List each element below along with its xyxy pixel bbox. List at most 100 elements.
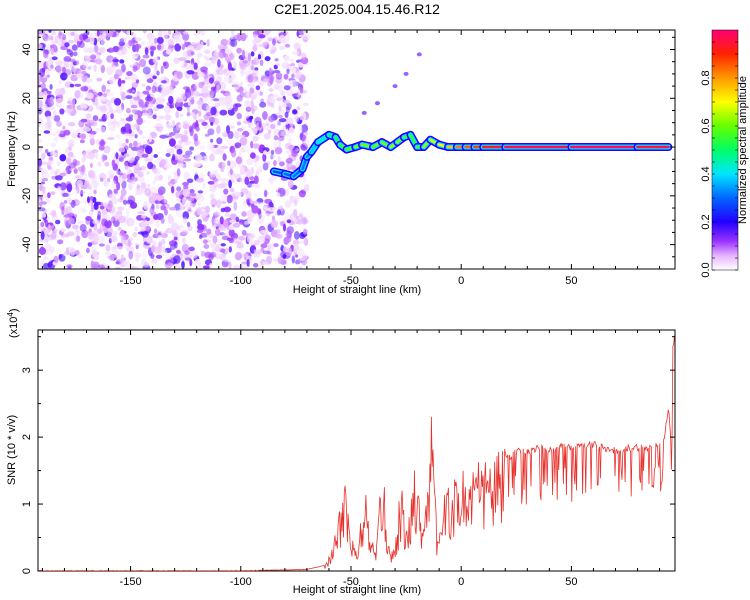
noise-blob [110, 216, 116, 224]
noise-blob [179, 113, 184, 117]
noise-blob [218, 49, 226, 59]
noise-blob [228, 77, 234, 85]
noise-blob [282, 254, 287, 259]
noise-blob [215, 102, 221, 108]
noise-blob [295, 70, 302, 79]
noise-blob [59, 201, 65, 211]
noise-blob [151, 258, 158, 264]
noise-blob [81, 156, 86, 163]
noise-blob [286, 219, 292, 223]
noise-blob [199, 53, 204, 57]
noise-blob [209, 143, 215, 152]
noise-blob [303, 30, 308, 33]
noise-blob [121, 46, 127, 55]
noise-blob [250, 152, 256, 159]
noise-blob [220, 145, 229, 149]
noise-blob [198, 145, 206, 151]
noise-blob [96, 30, 100, 37]
noise-blob [183, 40, 188, 47]
noise-blob [190, 99, 195, 105]
noise-blob [267, 129, 272, 135]
noise-blob [230, 34, 237, 41]
noise-blob [60, 228, 66, 233]
noise-blob [272, 38, 276, 46]
noise-blob [135, 245, 139, 250]
svg-text:(x104): (x104) [6, 308, 20, 338]
noise-blob [44, 122, 51, 130]
noise-blob [253, 159, 258, 167]
noise-blob [87, 47, 95, 54]
noise-blob [262, 162, 269, 171]
noise-blob [228, 229, 235, 237]
noise-blob [150, 253, 155, 259]
noise-blob [262, 41, 268, 48]
noise-blob [264, 56, 271, 62]
noise-blob [219, 109, 228, 116]
noise-blob [57, 161, 61, 167]
noise-blob [241, 253, 249, 258]
noise-blob [208, 253, 214, 261]
noise-blob [125, 95, 133, 100]
noise-blob [156, 36, 164, 45]
noise-blob [128, 142, 133, 149]
noise-blob [97, 210, 102, 220]
noise-blob [163, 62, 167, 66]
noise-blob [86, 92, 94, 99]
noise-blob [101, 209, 108, 216]
noise-blob [252, 143, 260, 149]
noise-blob [258, 210, 262, 220]
noise-blob [48, 156, 54, 161]
noise-blob [236, 112, 242, 120]
noise-blob [112, 121, 117, 129]
noise-blob [113, 250, 121, 259]
noise-blob [256, 89, 264, 96]
noise-blob [62, 34, 67, 41]
noise-blob [273, 135, 279, 141]
noise-blob [267, 178, 275, 182]
noise-blob [207, 180, 215, 185]
noise-blob [234, 192, 242, 198]
noise-blob [40, 103, 49, 111]
noise-blob [303, 131, 308, 135]
noise-blob [117, 45, 124, 51]
colorbar-gradient [711, 29, 739, 271]
noise-blob [155, 230, 163, 238]
noise-blob [60, 72, 68, 81]
noise-blob [97, 91, 103, 96]
noise-blob [239, 137, 248, 146]
noise-blob [47, 165, 52, 170]
noise-blob [94, 127, 101, 133]
noise-blob [87, 151, 96, 160]
noise-blob [115, 133, 121, 139]
noise-blob [99, 30, 103, 36]
noise-blob [160, 65, 164, 75]
noise-blob [110, 57, 114, 65]
noise-blob [224, 259, 230, 263]
noise-blob [66, 103, 74, 113]
noise-blob [94, 185, 98, 191]
noise-blob [144, 187, 151, 197]
noise-blob [51, 30, 56, 36]
noise-blob [83, 126, 91, 132]
noise-blob [273, 128, 281, 137]
noise-blob [167, 147, 174, 152]
snr-scale-base: (x10 [8, 317, 20, 338]
noise-blob [77, 253, 83, 259]
noise-blob [182, 123, 189, 130]
noise-blob [40, 82, 46, 90]
noise-blob [58, 39, 62, 47]
noise-blob [142, 30, 147, 34]
noise-blob [189, 112, 196, 116]
y-tick-label: 0 [21, 568, 33, 574]
snr-x-axis: -150 -100 -50 0 50 [41, 330, 661, 588]
noise-blob [50, 48, 54, 56]
noise-blob [241, 211, 247, 217]
noise-blob [239, 69, 246, 74]
noise-blob [146, 70, 150, 78]
noise-blob [123, 153, 130, 158]
noise-blob [93, 225, 98, 231]
noise-blob [262, 250, 271, 255]
x-tick-label: 0 [458, 576, 464, 588]
noise-blob [229, 219, 237, 223]
noise-blob [174, 179, 178, 184]
